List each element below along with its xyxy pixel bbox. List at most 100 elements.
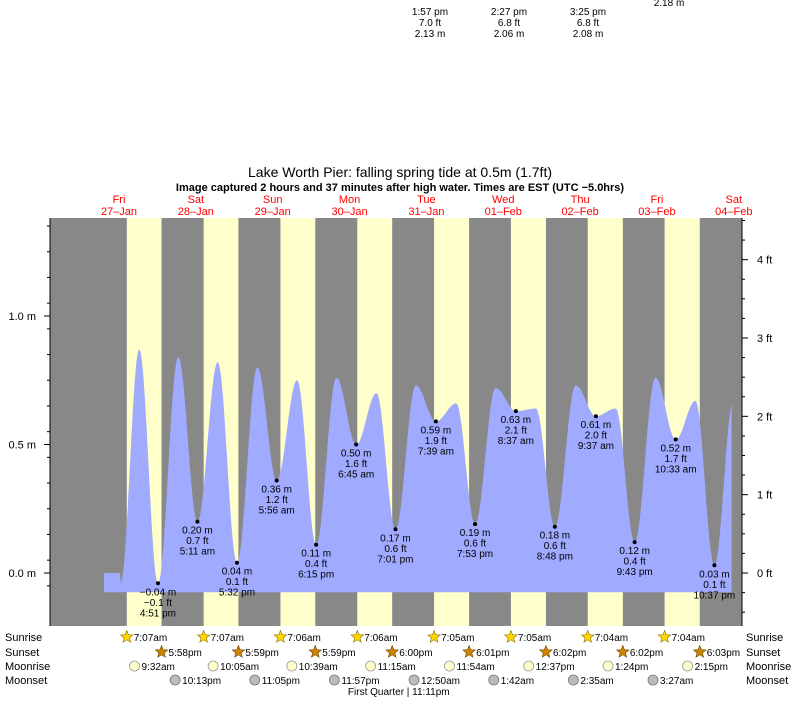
day-date-label: 02–Feb: [561, 206, 598, 218]
sunrise-time: 7:04am: [595, 633, 628, 644]
low-tide-label: 8:37 am: [498, 436, 534, 447]
sunset-star-icon: [308, 644, 323, 658]
moonrise-icon: [682, 660, 693, 672]
left-axis-tick-label: 0.5 m: [8, 440, 36, 452]
moon-phase-label: First Quarter | 11:11pm: [348, 687, 450, 698]
low-tide-label: 0.4 ft: [305, 559, 327, 570]
low-tide-label: 0.12 m: [619, 546, 650, 557]
sunset-time: 6:01pm: [476, 648, 509, 659]
sunset-star-icon: [692, 644, 707, 658]
sunset-time: 6:02pm: [553, 648, 586, 659]
day-name-label: Wed: [492, 194, 514, 206]
sunrise-star-icon: [580, 629, 595, 643]
row-label-right-sunrise: Sunrise: [746, 632, 783, 644]
moonrise-time: 10:05am: [220, 662, 259, 673]
moonrise-time: 12:37pm: [536, 662, 575, 673]
moonrise-time: 1:24pm: [615, 662, 648, 673]
sunset-time: 5:58pm: [169, 648, 202, 659]
sunrise-star-icon: [273, 629, 288, 643]
left-axis-meters: 0.0 m 0.5 m 1.0 m: [8, 218, 51, 626]
low-tide-label: 0.04 m: [222, 567, 253, 578]
low-tide-point: [195, 519, 200, 524]
right-axis-feet: 0 ft 1 ft 2 ft 3 ft 4 ft: [741, 218, 772, 626]
left-axis-tick-label: 0.0 m: [8, 568, 36, 580]
low-tide-label: 0.59 m: [421, 425, 452, 436]
low-tide-label: 1.7 ft: [665, 454, 687, 465]
low-tide-label: 0.6 ft: [384, 544, 406, 555]
day-name-label: Sat: [188, 194, 205, 206]
moonset-icon: [169, 674, 181, 686]
left-axis-tick-label: 1.0 m: [8, 311, 36, 323]
top-fragment-label: 6.8 ft: [498, 18, 520, 29]
low-tide-label: 0.6 ft: [544, 541, 566, 552]
day-name-label: Mon: [339, 194, 360, 206]
day-name-label: Sat: [726, 194, 743, 206]
low-tide-point: [552, 524, 557, 529]
moonrise-icon: [207, 660, 219, 672]
top-fragment-label: 2.08 m: [573, 29, 604, 40]
low-tide-label: 5:32 pm: [219, 588, 255, 599]
moonrise-icon: [523, 660, 535, 672]
low-tide-point: [593, 414, 598, 419]
moonset-time: 11:05pm: [262, 676, 300, 687]
moonrise-time: 11:54am: [457, 662, 495, 673]
sunrise-star-icon: [119, 629, 134, 643]
sunset-star-icon: [615, 644, 630, 658]
plot-area: [50, 218, 742, 626]
low-tide-label: 0.19 m: [460, 528, 491, 539]
moonrise-time: 10:39am: [299, 662, 338, 673]
day-date-label: 27–Jan: [101, 206, 137, 218]
top-fragment-label: 7.0 ft: [419, 18, 441, 29]
sunset-time: 6:03pm: [707, 648, 740, 659]
top-fragment-label: 3:25 pm: [570, 7, 606, 18]
moonset-time: 12:50am: [421, 676, 460, 687]
moonrise-icon: [602, 660, 614, 672]
moonset-icon: [249, 674, 261, 686]
sunset-time: 6:00pm: [399, 648, 432, 659]
low-tide-label: 0.4 ft: [624, 557, 646, 568]
tide-area-series: [104, 349, 732, 593]
low-tide-label: 2.1 ft: [505, 426, 527, 437]
low-tide-point: [314, 542, 319, 547]
row-label-left-moonset: Moonset: [5, 675, 47, 687]
moonrise-time: 2:15pm: [695, 662, 728, 673]
top-fragment-label: 2:27 pm: [491, 7, 527, 18]
low-tide-label: 8:48 pm: [537, 552, 573, 563]
sunset-star-icon: [154, 644, 169, 658]
low-tide-label: 0.36 m: [261, 484, 292, 495]
row-label-right-moonrise: Moonrise: [746, 661, 791, 673]
low-tide-label: 0.18 m: [540, 531, 571, 542]
day-headers: Fri27–JanSat28–JanSun29–JanMon30–JanTue3…: [101, 194, 753, 218]
sunset-time: 6:02pm: [630, 648, 663, 659]
low-tide-label: 7:39 am: [418, 446, 454, 457]
low-tide-label: 10:37 pm: [694, 590, 736, 601]
moonset-time: 1:42am: [501, 676, 534, 687]
sunrise-star-icon: [350, 629, 365, 643]
moonset-icon: [328, 674, 340, 686]
right-axis-tick-label: 4 ft: [757, 255, 772, 267]
previous-high-tide-labels: 1:57 pm7.0 ft2.13 m2:27 pm6.8 ft2.06 m3:…: [412, 0, 684, 40]
moonrise-time: 11:15am: [378, 662, 416, 673]
low-tide-point: [673, 437, 678, 442]
row-label-right-sunset: Sunset: [746, 647, 780, 659]
low-tide-point: [234, 560, 239, 565]
low-tide-label: 0.17 m: [380, 533, 411, 544]
low-tide-point: [712, 563, 717, 568]
day-date-label: 31–Jan: [408, 206, 444, 218]
low-tide-label: 1.6 ft: [345, 459, 367, 470]
moonset-icon: [567, 674, 579, 686]
low-tide-label: 0.6 ft: [464, 539, 486, 550]
top-fragment-label: 6.8 ft: [577, 18, 599, 29]
moonset-icon: [408, 674, 420, 686]
sunrise-star-icon: [503, 629, 518, 643]
low-tide-label: 0.63 m: [501, 415, 532, 426]
sunset-star-icon: [462, 644, 477, 658]
row-label-right-moonset: Moonset: [746, 675, 788, 687]
moonrise-icon: [365, 660, 376, 672]
low-tide-label: 1.2 ft: [266, 495, 288, 506]
low-tide-label: 0.20 m: [182, 526, 213, 537]
low-tide-label: 4:51 pm: [140, 608, 176, 619]
day-name-label: Thu: [571, 194, 590, 206]
day-date-label: 01–Feb: [485, 206, 522, 218]
top-fragment-label: 1:57 pm: [412, 7, 448, 18]
